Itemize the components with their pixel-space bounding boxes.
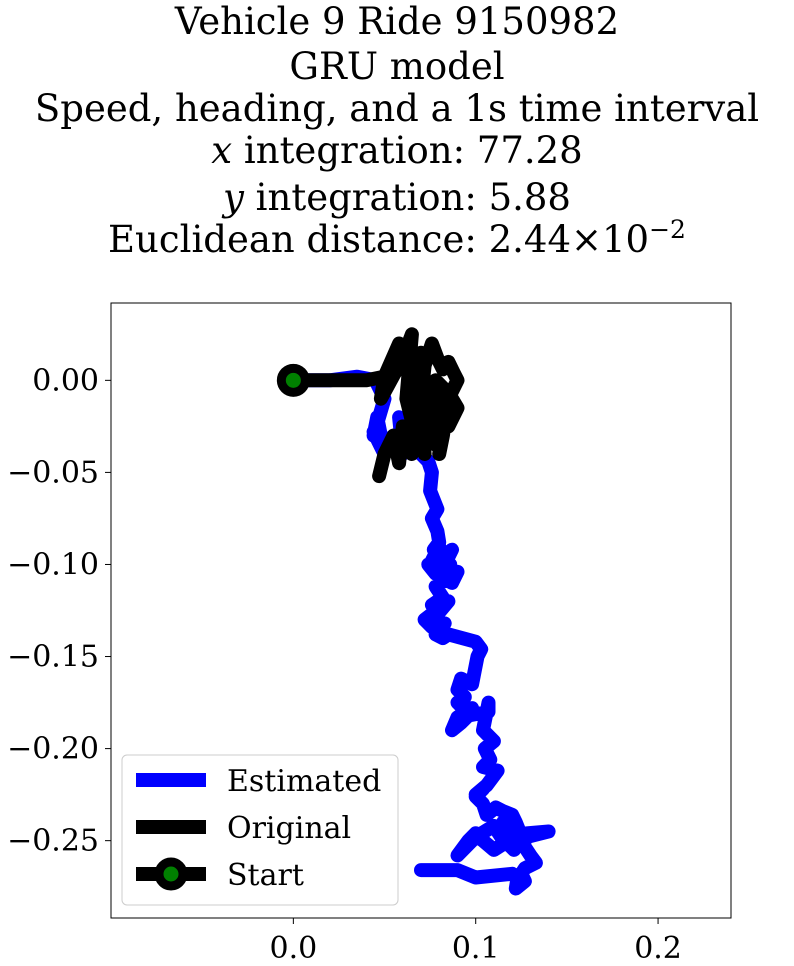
title-line-5: y integration: 5.88: [221, 176, 571, 219]
legend-marker-start: [154, 857, 188, 891]
title-line-2: GRU model: [289, 45, 504, 88]
series-layer: [286, 327, 556, 896]
title-line-4: x integration: 77.28: [211, 129, 582, 172]
y-axis: 0.00 −0.05 −0.10 −0.15 −0.20 −0.25: [7, 363, 111, 859]
legend-label-start: Start: [227, 858, 304, 893]
legend-label-original: Original: [227, 811, 351, 846]
start-point: [276, 363, 310, 397]
y-tick-label: −0.15: [7, 640, 99, 675]
y-tick-label: −0.05: [7, 455, 99, 490]
x-tick-label: 0.1: [452, 931, 500, 966]
legend: Estimated Original Start: [121, 754, 399, 906]
title-line-1: Vehicle 9 Ride 9150982: [174, 0, 619, 43]
start-marker-layer: [276, 363, 310, 397]
x-tick-label: 0.0: [269, 931, 317, 966]
y-tick-label: −0.25: [7, 824, 99, 859]
series-estimated: [286, 369, 556, 896]
legend-label-estimated: Estimated: [227, 764, 381, 799]
y-tick-label: −0.10: [7, 547, 99, 582]
series-original: [286, 327, 465, 484]
x-tick-label: 0.2: [634, 931, 682, 966]
y-tick-label: −0.20: [7, 732, 99, 767]
title-line-3: Speed, heading, and a 1s time interval: [35, 87, 759, 130]
y-tick-label: 0.00: [32, 363, 99, 398]
title-line-6: Euclidean distance: 2.44×10−2: [108, 215, 686, 261]
x-axis: 0.0 0.1 0.2: [269, 918, 682, 966]
